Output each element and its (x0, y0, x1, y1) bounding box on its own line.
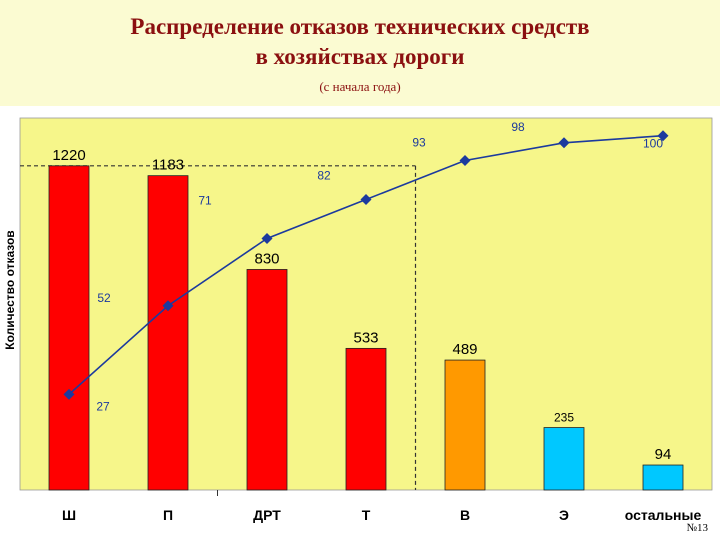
bar (246, 269, 288, 491)
x-tick-label: Э (559, 507, 569, 523)
bar-value-label: 1220 (52, 147, 85, 164)
cumulative-point (459, 155, 471, 167)
bar-value-label: 830 (254, 250, 279, 267)
bar-value-label: 533 (353, 329, 378, 346)
cumulative-point (63, 388, 75, 400)
x-tick-label: Ш (62, 507, 76, 523)
bar (444, 359, 486, 491)
y-axis-label: Количество отказов (3, 230, 17, 350)
bar-value-label: 94 (655, 446, 672, 463)
x-tick-label: ДРТ (253, 507, 281, 523)
chart-title-line-2: в хозяйствах дороги (255, 44, 465, 69)
cumulative-point (360, 193, 372, 205)
cumulative-point (558, 137, 570, 149)
x-tick-label: Т (362, 507, 371, 523)
x-tick-label: П (163, 507, 173, 523)
bar (48, 165, 90, 491)
cumulative-value-label: 82 (317, 168, 331, 182)
cumulative-value-label: 93 (412, 136, 426, 150)
chart-subtitle: (с начала года) (319, 79, 401, 94)
bar (345, 347, 387, 491)
bar (642, 464, 684, 491)
x-tick-label: В (460, 507, 470, 523)
cumulative-value-label: 71 (198, 193, 212, 207)
cumulative-value-label: 100 (643, 137, 663, 151)
cumulative-point (162, 300, 174, 312)
cumulative-value-label: 98 (511, 120, 525, 134)
title-area: Распределение отказов технических средст… (0, 0, 720, 106)
bar-value-label: 489 (452, 341, 477, 358)
cumulative-value-label: 27 (96, 399, 110, 413)
bar-value-label: 235 (554, 411, 574, 425)
bar (147, 175, 189, 491)
cumulative-value-label: 52 (97, 291, 111, 305)
x-tick-label: остальные (625, 507, 702, 523)
chart-title-line-1: Распределение отказов технических средст… (130, 14, 590, 39)
bar (543, 427, 585, 491)
slide-number: №13 (686, 522, 709, 534)
cumulative-point (261, 232, 273, 244)
cumulative-point (657, 130, 669, 142)
bar-value-label: 1183 (152, 157, 184, 174)
